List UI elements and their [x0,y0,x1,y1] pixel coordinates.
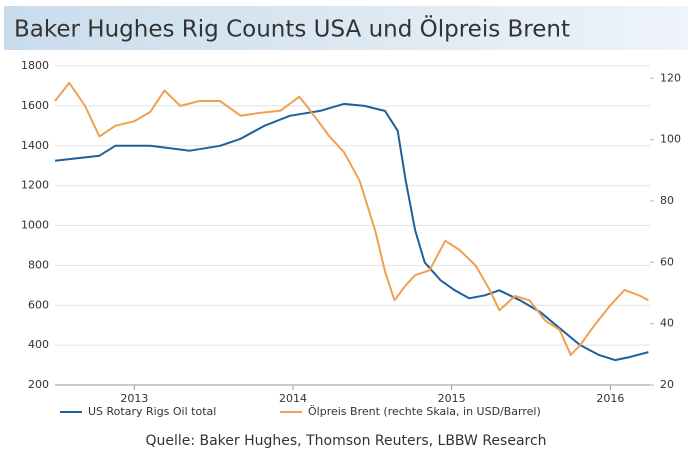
series-line [54,81,649,356]
title-bar [4,6,688,50]
y2-tick-label: 100 [660,133,681,146]
y-tick-label: 600 [28,298,49,311]
series-line [54,102,649,362]
x-tick-label: 2014 [279,392,307,405]
source: Quelle: Baker Hughes, Thomson Reuters, L… [145,433,546,449]
legend-label: US Rotary Rigs Oil total [88,405,216,418]
y-tick-label: 1600 [21,99,49,112]
y2-tick-label: 80 [660,194,674,207]
y-tick-label: 1200 [21,179,49,192]
y-tick-label: 400 [28,338,49,351]
chart-title: Baker Hughes Rig Counts USA und Ölpreis … [14,15,570,43]
y2-tick-label: 60 [660,255,674,268]
y-tick-label: 1800 [21,59,49,72]
x-tick-label: 2015 [438,392,466,405]
y2-tick-label: 120 [660,71,681,84]
x-tick-label: 2013 [120,392,148,405]
y2-tick-label: 40 [660,317,674,330]
y-tick-label: 1000 [21,219,49,232]
y-tick-label: 200 [28,378,49,391]
y-tick-label: 1400 [21,139,49,152]
x-tick-label: 2016 [596,392,624,405]
y-tick-label: 800 [28,258,49,271]
legend-label: Ölpreis Brent (rechte Skala, in USD/Barr… [308,405,541,418]
y2-tick-label: 20 [660,378,674,391]
